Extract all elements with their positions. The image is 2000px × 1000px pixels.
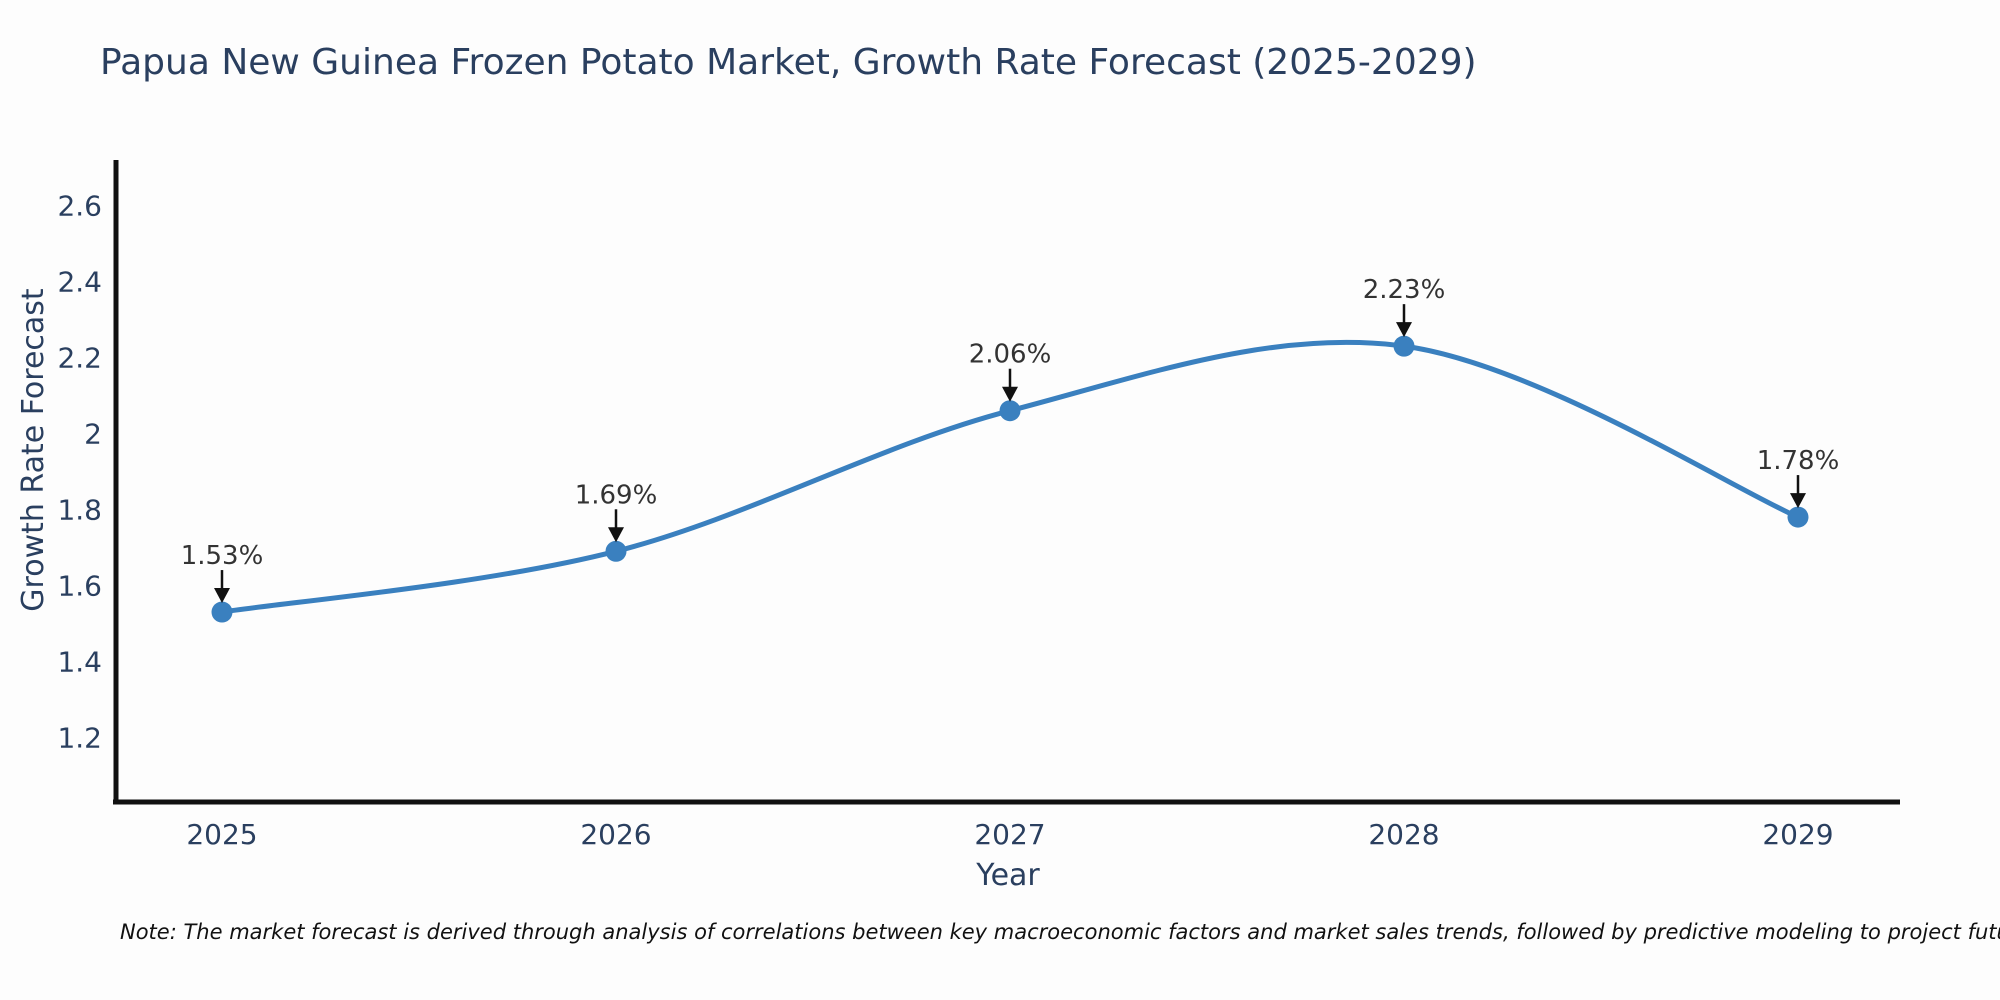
x-tick-label: 2025 <box>186 818 257 851</box>
x-tick-label: 2027 <box>974 818 1045 851</box>
data-point-label: 2.06% <box>969 340 1052 370</box>
x-axis-title: Year <box>976 858 1040 893</box>
data-point-label: 1.69% <box>575 480 658 510</box>
y-tick-label: 1.6 <box>57 569 102 602</box>
data-point-marker[interactable] <box>1787 506 1809 528</box>
y-tick-label: 2.6 <box>57 190 102 223</box>
data-point-marker[interactable] <box>1393 335 1415 357</box>
y-tick-label: 1.4 <box>57 645 102 678</box>
annotation-arrowhead-icon <box>608 527 624 543</box>
chart-title: Papua New Guinea Frozen Potato Market, G… <box>100 42 1477 83</box>
y-tick-label: 2.2 <box>57 342 102 375</box>
x-tick-label: 2029 <box>1762 818 1833 851</box>
y-tick-label: 1.2 <box>57 721 102 754</box>
data-point-marker[interactable] <box>605 540 627 562</box>
annotation-arrowhead-icon <box>214 588 230 604</box>
y-tick-label: 2.4 <box>57 266 102 299</box>
annotation-arrowhead-icon <box>1002 386 1018 402</box>
y-tick-label: 1.8 <box>57 493 102 526</box>
annotation-arrowhead-icon <box>1396 322 1412 338</box>
data-point-marker[interactable] <box>211 601 233 623</box>
data-point-label: 1.78% <box>1757 446 1840 476</box>
data-point-label: 1.53% <box>181 541 264 571</box>
y-tick-label: 2 <box>84 418 102 451</box>
x-tick-label: 2026 <box>580 818 651 851</box>
footnote: Note: The market forecast is derived thr… <box>120 920 2000 944</box>
x-tick-label: 2028 <box>1368 818 1439 851</box>
data-point-marker[interactable] <box>999 400 1021 422</box>
data-point-label: 2.23% <box>1363 275 1446 305</box>
annotation-arrowhead-icon <box>1790 493 1806 509</box>
